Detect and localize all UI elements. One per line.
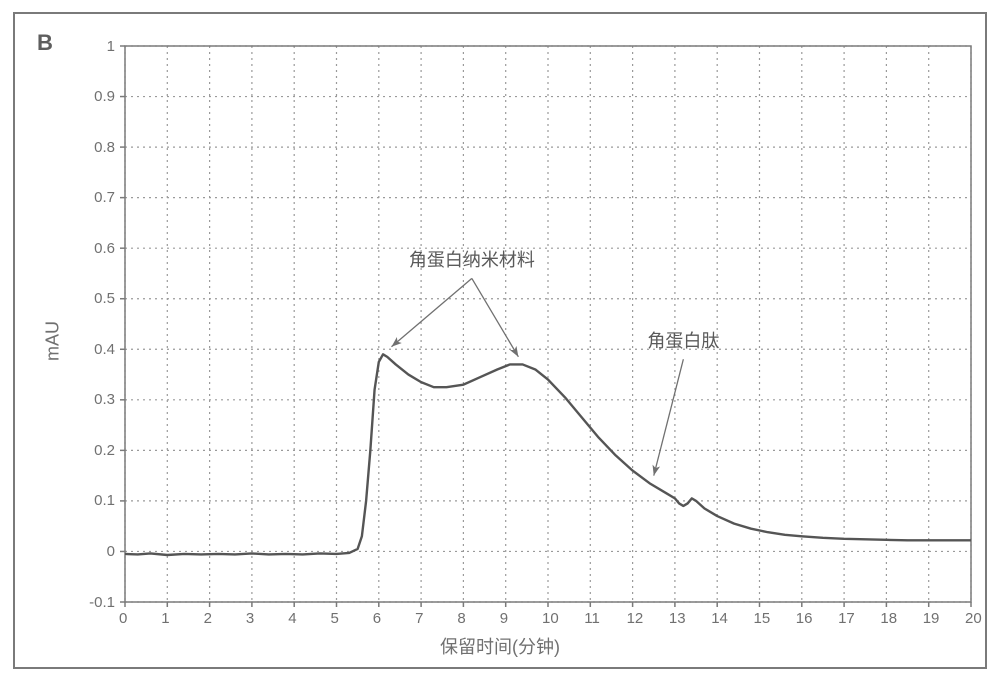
x-tick-label: 9: [500, 610, 508, 627]
y-tick-label: 0.7: [94, 189, 115, 206]
x-axis-label: 保留时间(分钟): [15, 633, 985, 659]
annotation-label: 角蛋白肽: [647, 327, 719, 353]
annotation-arrow: [391, 278, 471, 346]
x-tick-label: 15: [754, 610, 771, 627]
y-tick-label: 0.9: [94, 88, 115, 105]
y-tick-label: 0.3: [94, 391, 115, 408]
chart-svg: [125, 46, 971, 602]
chart-frame: B mAU 保留时间(分钟) -0.100.10.20.30.40.50.60.…: [13, 12, 987, 669]
x-tick-label: 5: [331, 610, 339, 627]
x-tick-label: 14: [711, 610, 728, 627]
y-tick-label: 0.6: [94, 240, 115, 257]
annotation-label: 角蛋白纳米材料: [409, 246, 535, 272]
panel-label: B: [37, 30, 53, 56]
y-tick-label: 0.5: [94, 290, 115, 307]
plot-area: [125, 46, 971, 602]
y-tick-label: 0.1: [94, 492, 115, 509]
x-tick-label: 11: [584, 610, 600, 627]
y-tick-label: -0.1: [89, 594, 115, 611]
x-tick-label: 20: [965, 610, 982, 627]
annotation-arrow: [654, 359, 684, 475]
y-tick-label: 0: [107, 543, 115, 560]
x-tick-label: 16: [796, 610, 813, 627]
x-tick-label: 4: [288, 610, 296, 627]
y-tick-label: 1: [107, 38, 115, 55]
x-tick-label: 12: [627, 610, 644, 627]
x-tick-label: 19: [923, 610, 940, 627]
y-axis-label: mAU: [43, 321, 64, 361]
y-tick-label: 0.4: [94, 341, 115, 358]
y-tick-label: 0.2: [94, 442, 115, 459]
x-tick-label: 13: [669, 610, 686, 627]
x-tick-label: 6: [373, 610, 381, 627]
x-tick-label: 1: [161, 610, 169, 627]
annotation-arrow: [472, 278, 519, 356]
x-tick-label: 3: [246, 610, 254, 627]
x-tick-label: 17: [838, 610, 855, 627]
x-tick-label: 8: [457, 610, 465, 627]
x-tick-label: 0: [119, 610, 127, 627]
x-tick-label: 2: [204, 610, 212, 627]
x-tick-label: 18: [880, 610, 897, 627]
x-tick-label: 10: [542, 610, 559, 627]
x-tick-label: 7: [415, 610, 423, 627]
y-tick-label: 0.8: [94, 139, 115, 156]
